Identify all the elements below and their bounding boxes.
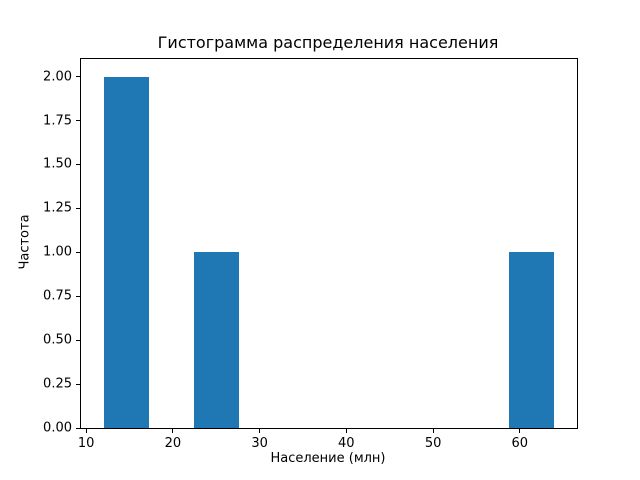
y-axis-label: Частота — [17, 214, 33, 270]
y-tick-mark — [76, 251, 80, 253]
y-tick-mark — [76, 163, 80, 165]
y-tick-label: 0.25 — [43, 376, 72, 392]
x-tick-mark — [519, 429, 521, 433]
histogram-bar — [193, 252, 239, 428]
chart-title: Гистограмма распределения населения — [157, 33, 499, 52]
x-tick-label: 60 — [511, 436, 529, 451]
x-tick-label: 10 — [77, 436, 95, 451]
x-tick-mark — [172, 429, 174, 433]
y-tick-mark — [76, 120, 80, 121]
y-tick-mark — [76, 339, 80, 341]
y-tick-label: 0.50 — [43, 332, 72, 348]
x-tick-mark — [259, 429, 261, 433]
y-tick-mark — [76, 383, 80, 385]
x-tick-label: 50 — [424, 436, 442, 451]
y-tick-label: 1.00 — [43, 244, 72, 260]
x-axis-label: Население (млн) — [270, 451, 386, 466]
y-tick-label: 1.50 — [43, 156, 72, 172]
x-tick-mark — [85, 429, 87, 433]
y-tick-label: 1.25 — [43, 200, 72, 216]
y-tick-label: 0.00 — [43, 420, 72, 436]
y-tick-label: 0.75 — [43, 288, 72, 304]
x-tick-label: 30 — [251, 436, 268, 451]
x-tick-mark — [432, 429, 434, 433]
histogram-bar — [509, 252, 555, 428]
plot-area: 10 20 30 40 50 60 0.00 0.25 0.50 0.75 1.00 1.25 1.50… — [43, 58, 578, 451]
x-tick-label: 20 — [164, 436, 182, 451]
x-tick-label: 40 — [338, 436, 355, 451]
histogram-bar — [103, 76, 149, 428]
y-tick-mark — [76, 76, 80, 78]
y-tick-label: 1.75 — [43, 113, 72, 128]
y-tick-mark — [76, 427, 80, 429]
y-tick-mark — [76, 207, 80, 209]
y-tick-mark — [76, 295, 80, 297]
y-tick-label: 2.00 — [43, 69, 72, 85]
x-tick-mark — [345, 429, 347, 433]
